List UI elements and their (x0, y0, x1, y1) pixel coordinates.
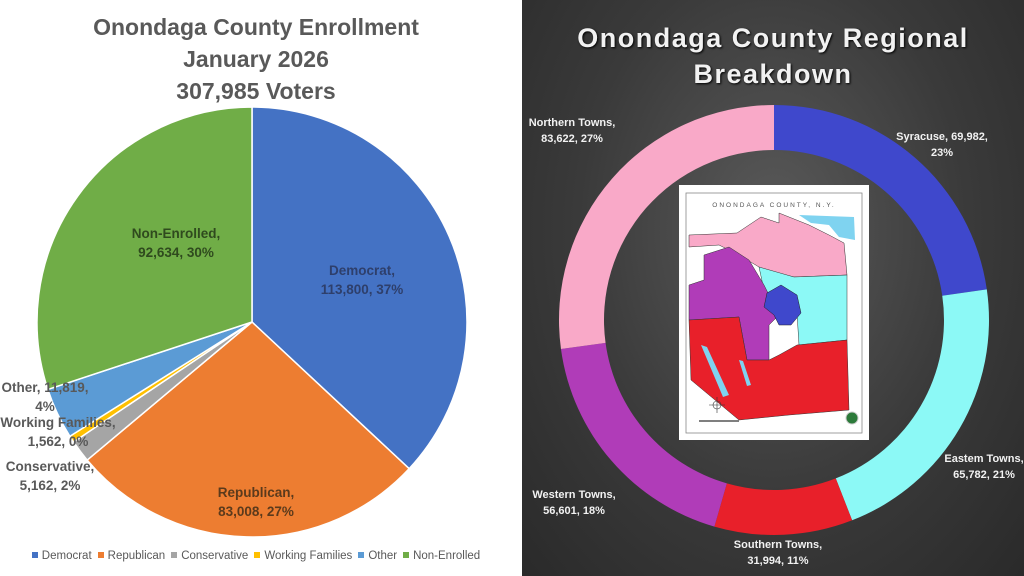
legend-item-working-families: Working Families (254, 550, 352, 562)
donut-data-label-northern-towns: 83,622, 27% (541, 133, 603, 145)
legend-label: Republican (107, 550, 166, 562)
legend-label: Non-Enrolled (413, 550, 481, 562)
donut-data-label-southern-towns: 31,994, 11% (747, 555, 808, 567)
donut-slice-northern-towns (559, 105, 774, 349)
donut-data-label-syracuse: Syracuse, 69,982, (896, 131, 988, 143)
pie-data-label-non-enrolled: Non-Enrolled, (132, 226, 221, 241)
pie-data-label-conservative: 5,162, 2% (20, 478, 81, 493)
enrollment-chart-subtitle: January 2026 (183, 46, 329, 72)
legend-swatch (97, 552, 104, 558)
map-lake-oneida (799, 215, 855, 240)
map-compass-icon (709, 397, 725, 413)
legend-swatch (171, 552, 178, 558)
donut-slice-eastern-towns (835, 289, 989, 521)
map-lake-otisco (739, 360, 751, 386)
legend-label: Conservative (181, 550, 249, 562)
map-lake-skaneateles (701, 345, 729, 397)
county-map-image: ONONDAGA COUNTY, N.Y. (679, 185, 869, 440)
donut-data-label-syracuse: 23% (931, 147, 953, 159)
pie-data-label-non-enrolled: 92,634, 30% (138, 245, 214, 260)
legend-swatch (254, 552, 261, 558)
enrollment-chart-panel: Onondaga County Enrollment January 2026 … (0, 14, 512, 562)
pie-data-label-other: Other, 11,819, (1, 380, 88, 395)
regional-chart-panel: Onondaga County Regional Breakdown Syrac… (522, 0, 1024, 576)
legend-item-democrat: Democrat (31, 550, 92, 562)
legend-label: Democrat (41, 550, 92, 562)
legend-item-conservative: Conservative (171, 550, 248, 562)
legend-swatch (358, 552, 365, 558)
regional-donut-chart: Syracuse, 69,982, 23% Eastem Towns, 65,782,… (529, 105, 1024, 567)
legend-label: Working Families (264, 550, 353, 562)
pie-data-label-democrat: Democrat, (329, 263, 395, 278)
enrollment-chart-total: 307,985 Voters (176, 78, 336, 104)
regional-chart-title-line1: Onondaga County Regional (577, 23, 969, 53)
donut-slice-western-towns (560, 342, 727, 527)
map-region-southern (688, 316, 850, 421)
donut-data-label-eastern-towns: 65,782, 21% (953, 469, 1015, 481)
pie-data-label-republican: Republican, (218, 485, 295, 500)
enrollment-pie-chart: Democrat, 113,800, 37% Republican, 83,008, … (0, 106, 468, 538)
map-region-syracuse (763, 284, 802, 326)
map-title: ONONDAGA COUNTY, N.Y. (712, 202, 835, 209)
donut-data-label-western-towns: 56,601, 18% (543, 505, 605, 517)
legend-item-republican: Republican (97, 550, 166, 562)
donut-slice-southern-towns (714, 478, 853, 536)
donut-data-label-eastern-towns: Eastem Towns, (944, 453, 1023, 465)
legend-item-non-enrolled: Non-Enrolled (403, 550, 480, 562)
pie-slice-non-enrolled (36, 106, 253, 391)
pie-data-label-democrat: 113,800, 37% (321, 282, 404, 297)
legend-swatch (31, 552, 38, 558)
pie-slice-democrat (251, 106, 468, 470)
enrollment-legend: Democrat Republican Conservative Working Fa… (0, 550, 512, 562)
enrollment-chart-title: Onondaga County Enrollment (93, 14, 419, 40)
legend-swatch (403, 552, 410, 558)
donut-data-label-northern-towns: Northern Towns, (529, 117, 616, 129)
map-seal-icon (845, 411, 859, 425)
regional-chart-title-line2: Breakdown (693, 59, 853, 89)
donut-slice-syracuse (774, 105, 987, 296)
pie-data-label-conservative: Conservative, (6, 459, 95, 474)
pie-data-label-republican: 83,008, 27% (218, 504, 294, 519)
pie-data-label-other: 4% (35, 399, 55, 414)
legend-item-other: Other (358, 550, 397, 562)
donut-data-label-southern-towns: Southern Towns, (734, 539, 822, 551)
pie-data-label-working-families: Working Families, (0, 415, 115, 430)
donut-data-label-western-towns: Western Towns, (532, 489, 615, 501)
legend-label: Other (368, 550, 398, 562)
pie-slice-republican (86, 320, 411, 538)
pie-data-label-working-families: 1,562, 0% (28, 434, 89, 449)
